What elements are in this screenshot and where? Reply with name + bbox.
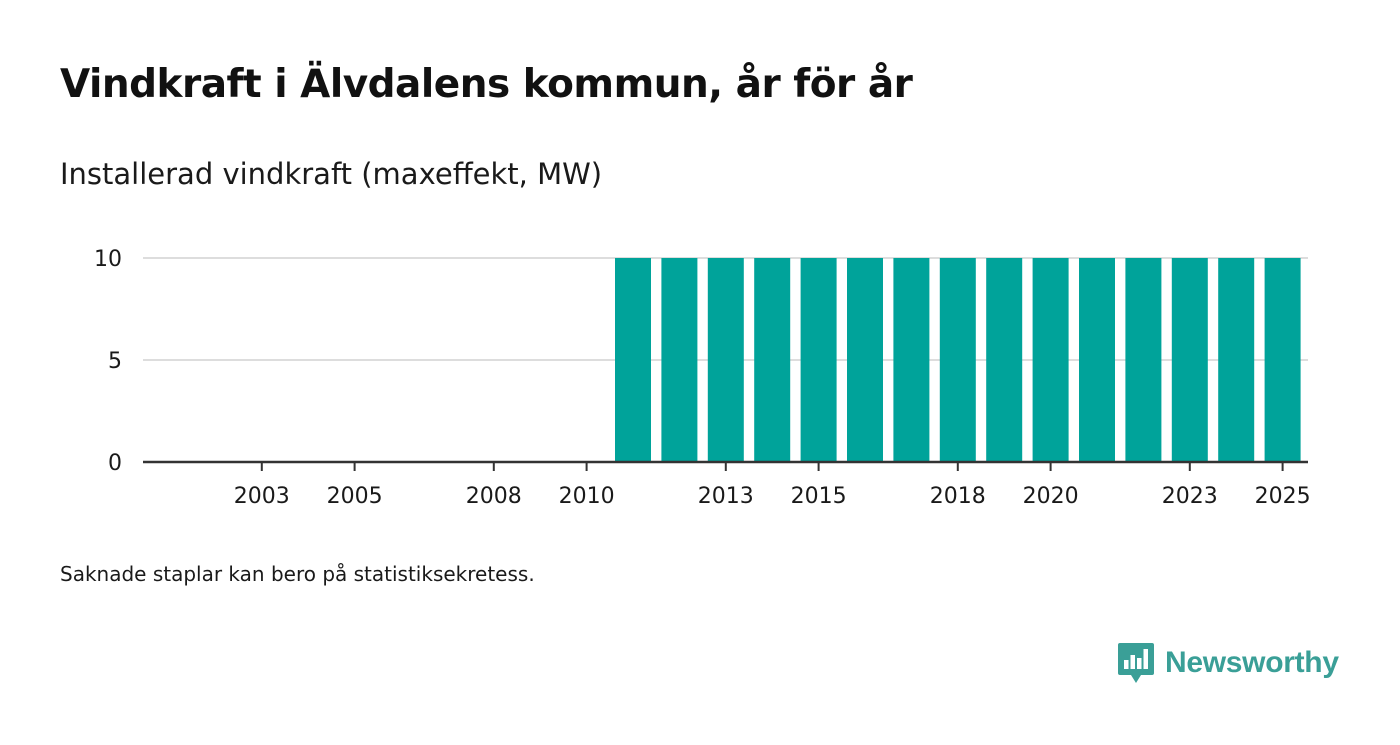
x-tick-label: 2020 <box>1023 484 1079 509</box>
x-tick-label: 2023 <box>1162 484 1218 509</box>
axes <box>143 460 1308 471</box>
y-tick-label: 0 <box>108 451 122 476</box>
bars <box>615 258 1301 462</box>
bar-2019 <box>986 258 1023 462</box>
chart-title: Vindkraft i Älvdalens kommun, år för år <box>60 62 913 107</box>
bar-2011 <box>615 258 651 462</box>
bar-chart: 0 5 10 2003 2005 2008 2010 2013 2015 2018 2020 2023… <box>94 247 1311 509</box>
axis-labels: 0 5 10 2003 2005 2008 2010 2013 2015 2018 2020 2023… <box>94 247 1311 509</box>
x-tick-label: 2013 <box>698 484 754 509</box>
y-tick-label: 5 <box>108 349 122 374</box>
newsworthy-logo-icon <box>1118 643 1154 683</box>
footnote: Saknade staplar kan bero på statistiksek… <box>60 562 535 586</box>
bar-2017 <box>893 258 930 462</box>
bar-2016 <box>847 258 883 462</box>
x-tick-label: 2003 <box>234 484 290 509</box>
x-tick-label: 2010 <box>559 484 615 509</box>
bar-2015 <box>800 258 837 462</box>
x-tick-label: 2018 <box>930 484 986 509</box>
bar-2020 <box>1032 258 1069 462</box>
bar-2018 <box>939 258 976 462</box>
bar-2022 <box>1125 258 1162 462</box>
brand-name: Newsworthy <box>1165 646 1339 679</box>
x-tick-label: 2015 <box>791 484 847 509</box>
bar-2021 <box>1079 258 1115 462</box>
x-tick-label: 2005 <box>327 484 383 509</box>
bar-2025 <box>1264 258 1301 462</box>
y-tick-label: 10 <box>94 247 122 272</box>
bar-2023 <box>1171 258 1208 462</box>
bar-2013 <box>707 258 744 462</box>
brand-logo: Newsworthy <box>1117 641 1339 685</box>
chart-subtitle: Installerad vindkraft (maxeffekt, MW) <box>60 157 603 191</box>
x-tick-label: 2025 <box>1255 484 1311 509</box>
bar-2012 <box>661 258 698 462</box>
x-tick-label: 2008 <box>466 484 522 509</box>
bar-2024 <box>1218 258 1255 462</box>
bar-2014 <box>754 258 791 462</box>
